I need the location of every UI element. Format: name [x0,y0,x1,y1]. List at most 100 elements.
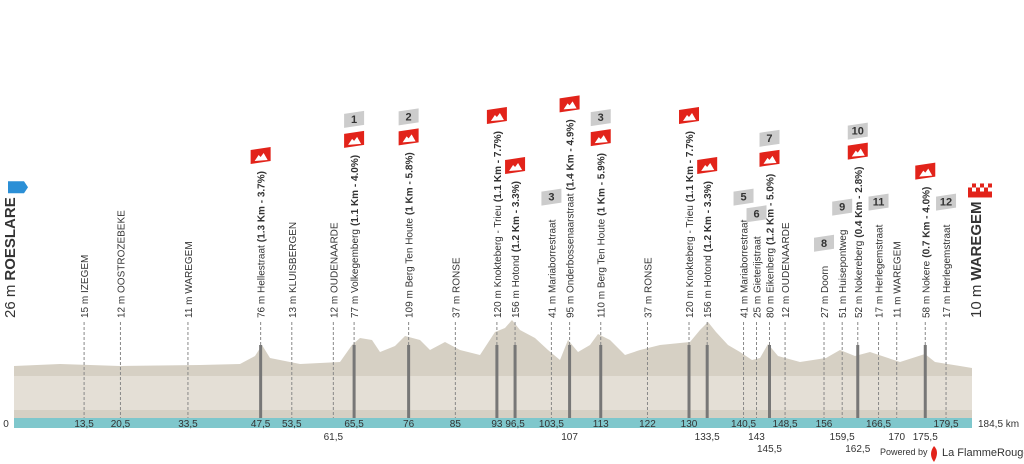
km-label: 113 [593,419,609,430]
km-label: 166,5 [866,419,891,430]
km-label: 122 [639,419,656,430]
waypoint-climb: (1.2 Km - 5.0%) [765,174,776,245]
climb-flag [759,149,780,167]
waypoint-name: 11 m WAREGEM [184,241,195,318]
brand: La FlammeRouge [942,447,1024,459]
waypoint-label: 12 m OOSTROZEBEKE [116,210,127,318]
climb-bar [407,345,411,418]
waypoint-label: 11 m WAREGEM [893,241,904,318]
climb-icon [697,157,718,175]
climb-flag [250,147,271,165]
waypoint-label: 58 m Nokere (0.7 Km - 4.0%) [921,187,932,318]
climb-flag [847,142,868,160]
km-label: 13,5 [74,419,94,430]
km-label: 65,5 [344,419,364,430]
km-label: 47,5 [251,419,271,430]
climb-flag [590,129,611,147]
km-bar [14,418,972,428]
waypoint-climb: (1.1 Km - 7.7%) [685,131,696,202]
waypoint-climb: (0.4 Km - 2.8%) [854,167,865,238]
km-label: 93 [491,419,503,430]
waypoint-name: 41 m Mariaborrestraat [547,219,558,318]
number-flag [398,108,419,126]
waypoint-climb: (1.2 Km - 3.3%) [703,181,714,252]
waypoint-label: 110 m Berg Ten Houte (1 Km - 5.9%) [597,153,608,318]
km-label: 184,5 km [978,419,1019,430]
climb-icon [847,142,868,160]
climb-bar [513,345,517,418]
number-flag-label: 10 [852,126,864,138]
climb-icon [398,128,419,146]
waypoint-name: 95 m Onderbossenaarstraat [566,193,577,318]
waypoint-name: 109 m Berg Ten Houte [405,218,416,318]
climb-bar [687,345,691,418]
climb-bar [856,345,860,418]
number-flag-label: 6 [753,208,759,220]
climb-icon [759,149,780,167]
waypoint-name: 110 m Berg Ten Houte [597,218,608,318]
number-flag-label: 3 [548,192,554,204]
climb-flag [398,128,419,146]
waypoint-climb: (1 Km - 5.9%) [597,153,608,216]
climb-flag [915,162,936,180]
km-label: 53,5 [282,419,302,430]
climb-icon [679,107,700,125]
finish-elevation: 10 m [968,285,985,318]
km-label: 162,5 [845,444,870,455]
finish-name: WAREGEM [968,201,985,280]
waypoint-climb: (1.1 Km - 7.7%) [493,131,504,202]
km-label: 148,5 [773,419,798,430]
climb-icon [344,130,365,148]
waypoint-name: 37 m RONSE [451,257,462,318]
waypoint-label: 37 m RONSE [643,257,654,318]
waypoint-label: 156 m Hotond (1.2 Km - 3.3%) [511,181,522,318]
km-label: 96,5 [505,419,525,430]
climb-bar [495,345,499,418]
climb-icon [590,129,611,147]
waypoint-name: 12 m OUDENAARDE [329,222,340,318]
waypoint-name: 13 m KLUISBERGEN [288,222,299,318]
climb-icon [559,95,580,113]
climb-peak [254,153,268,162]
climb-peak [763,155,777,164]
start-elevation: 26 m [2,285,19,318]
km-label: 143 [748,432,765,443]
climb-peak [701,163,715,172]
km-label: 107 [561,432,578,443]
waypoint-name: 12 m OOSTROZEBEKE [116,210,127,318]
waypoint-label: 109 m Berg Ten Houte (1 Km - 5.8%) [405,152,416,318]
waypoint-label: 41 m Mariaborrestraat [740,219,751,318]
climb-bar [923,345,927,418]
waypoint-name: 77 m Volkegemberg [350,229,361,318]
climb-peak [490,113,504,122]
climb-flag [679,107,700,125]
km-label: 140,5 [731,419,756,430]
waypoint-name: 58 m Nokere [921,260,932,318]
waypoint-label: 80 m Eikenberg (1.2 Km - 5.0%) [765,174,776,318]
number-flag [733,188,754,206]
km-label: 85 [450,419,462,430]
km-label: 130 [681,419,698,430]
waypoint-climb: (1.2 Km - 3.3%) [511,181,522,252]
climb-icon [250,147,271,165]
climb-peak [683,113,697,122]
waypoint-label: 76 m Hellestraat (1.3 Km - 3.7%) [257,171,268,318]
waypoint-name: 27 m Doorn [820,266,831,318]
waypoint-name: 11 m WAREGEM [893,241,904,318]
waypoint-climb: (1.1 Km - 4.0%) [350,155,361,226]
number-flag [541,188,562,206]
climb-icon [505,157,526,175]
waypoint-climb: (1 Km - 5.8%) [405,152,416,215]
waypoint-label: 12 m OUDENAARDE [781,222,792,318]
waypoint-label: 17 m Herlegemstraat [875,224,886,318]
waypoint-name: 80 m Eikenberg [765,248,776,318]
waypoint-label: 120 m Knokteberg - Trieu (1.1 Km - 7.7%) [685,131,696,318]
waypoint-name: 156 m Hotond [703,255,714,318]
waypoint-label: 25 m Gieterijstraat [753,236,764,318]
waypoint-name: 41 m Mariaborrestraat [740,219,751,318]
number-flag [746,205,767,223]
waypoint-name: 25 m Gieterijstraat [753,236,764,318]
climb-icon [915,162,936,180]
waypoint-label: 13 m KLUISBERGEN [288,222,299,318]
waypoint-climb: (1.4 Km - 4.9%) [566,119,577,190]
